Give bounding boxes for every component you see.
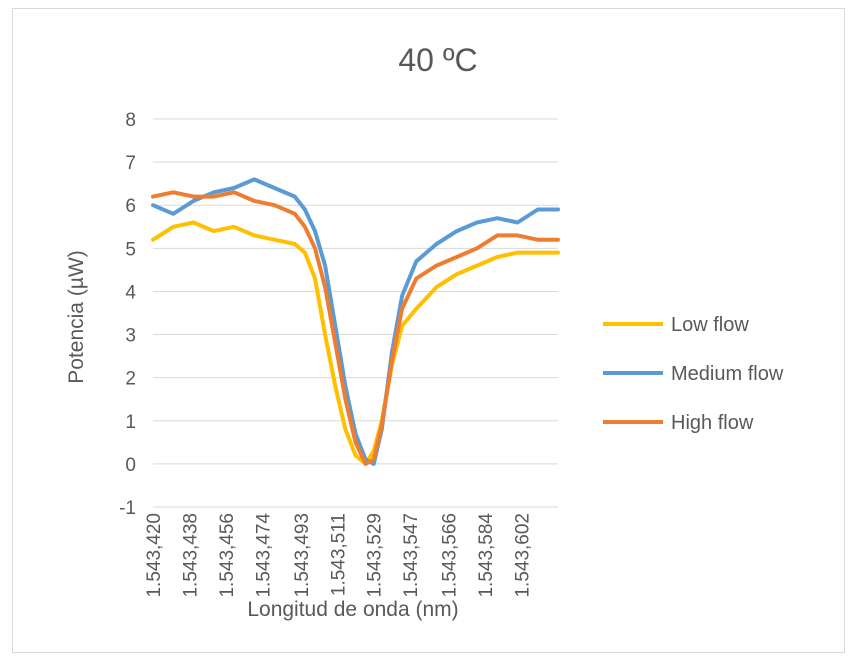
y-tick-label: 2 bbox=[125, 369, 136, 390]
y-tick-label: -1 bbox=[119, 498, 136, 519]
legend-label: Medium flow bbox=[671, 363, 784, 385]
x-tick-label: 1.543,547 bbox=[401, 513, 422, 598]
legend: Low flow Medium flow High flow bbox=[603, 314, 784, 434]
x-tick-label: 1.543,511 bbox=[328, 513, 349, 596]
x-tick-label: 1.543,456 bbox=[217, 513, 238, 598]
x-tick-label: 1.543,602 bbox=[513, 513, 534, 598]
y-tick-label: 5 bbox=[125, 239, 136, 260]
y-tick-label: 7 bbox=[125, 153, 136, 174]
y-tick-label: 1 bbox=[125, 412, 136, 433]
x-tick-label: 1.543,529 bbox=[365, 513, 386, 598]
series-line-low-flow bbox=[151, 220, 560, 466]
chart-title: 40 ºC bbox=[398, 42, 477, 78]
x-tick-labels: 1.543,420 1.543,438 1.543,456 1.543,474 1.54… bbox=[144, 513, 534, 598]
gridlines bbox=[153, 118, 558, 508]
y-tick-label: 3 bbox=[125, 326, 136, 347]
y-tick-label: 0 bbox=[125, 455, 136, 476]
x-tick-label: 1.543,493 bbox=[292, 513, 313, 598]
series-lines bbox=[151, 177, 560, 466]
y-tick-label: 8 bbox=[125, 110, 136, 131]
series-line-high-flow bbox=[151, 190, 560, 466]
y-tick-label: 4 bbox=[125, 282, 136, 303]
legend-label: High flow bbox=[671, 412, 754, 434]
x-tick-label: 1.543,438 bbox=[180, 513, 201, 598]
x-axis-title: Longitud de onda (nm) bbox=[247, 598, 458, 621]
x-tick-label: 1.543,474 bbox=[253, 513, 274, 598]
x-tick-label: 1.543,566 bbox=[440, 513, 461, 598]
legend-label: Low flow bbox=[671, 314, 749, 336]
y-tick-label: 6 bbox=[125, 196, 136, 217]
x-tick-label: 1.543,584 bbox=[476, 513, 497, 598]
y-axis-title: Potencia (µW) bbox=[65, 250, 88, 383]
x-tick-label: 1.543,420 bbox=[144, 513, 165, 598]
y-tick-labels: -1 0 1 2 3 4 5 6 7 8 bbox=[119, 110, 136, 519]
chart-frame: 40 ºC -1 0 1 2 3 4 5 6 7 8 1.543,420 1.543,438 1.54… bbox=[12, 8, 845, 653]
